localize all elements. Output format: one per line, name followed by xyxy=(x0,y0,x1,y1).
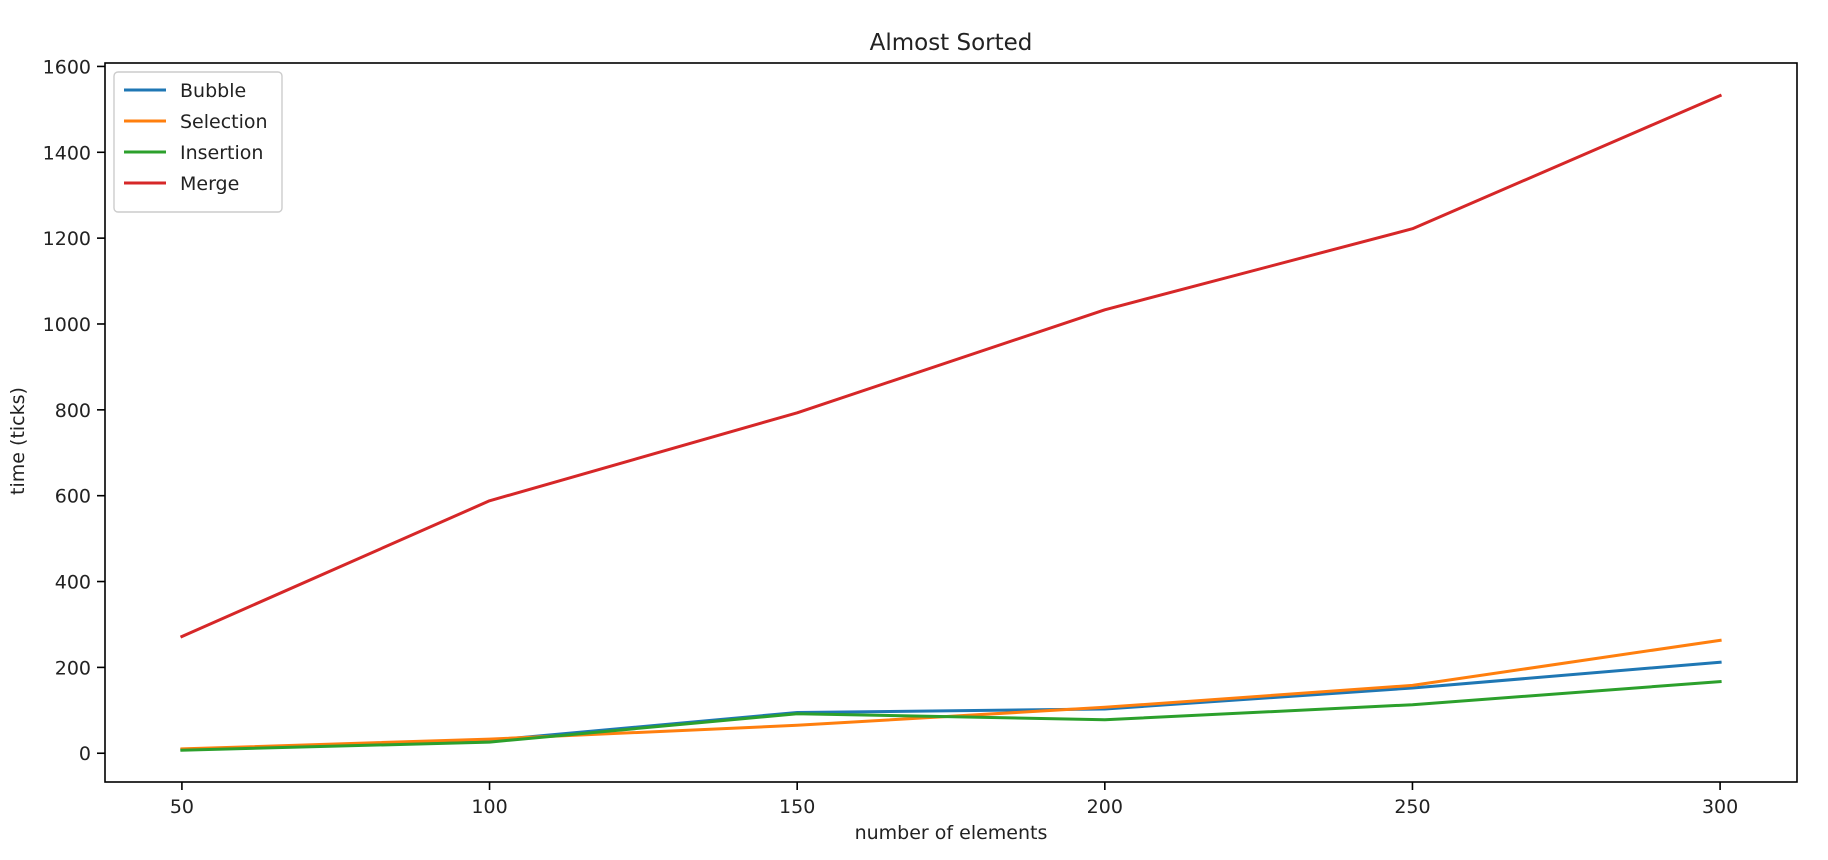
y-tick-label: 600 xyxy=(55,486,91,508)
chart-title: Almost Sorted xyxy=(870,30,1033,56)
x-tick-label: 150 xyxy=(779,796,815,818)
series-line-selection xyxy=(180,638,1722,751)
series-line-insertion xyxy=(180,679,1722,752)
y-tick-label: 1000 xyxy=(43,314,91,336)
legend-label-bubble: Bubble xyxy=(180,80,246,102)
legend: Bubble Selection Insertion Merge xyxy=(113,71,283,213)
x-tick-label: 250 xyxy=(1394,796,1430,818)
y-tick-label: 0 xyxy=(79,743,91,765)
x-tick-label: 200 xyxy=(1087,796,1123,818)
y-tick-label: 1600 xyxy=(43,56,91,78)
axes: 50 100 150 200 250 300 0 200 400 600 800 1000 1200 14… xyxy=(43,56,1798,818)
x-tick-label: 100 xyxy=(471,796,507,818)
legend-label-merge: Merge xyxy=(180,173,239,195)
y-tick-label: 200 xyxy=(55,657,91,679)
legend-box xyxy=(113,71,283,213)
y-tick-label: 400 xyxy=(55,572,91,594)
x-tick-label: 50 xyxy=(170,796,194,818)
legend-label-insertion: Insertion xyxy=(180,142,263,164)
series-line-merge xyxy=(179,93,1723,639)
x-axis-label: number of elements xyxy=(855,822,1048,844)
y-tick-label: 1400 xyxy=(43,142,91,164)
plot-area xyxy=(179,93,1723,752)
axes-frame xyxy=(104,62,1798,783)
y-axis-label: time (ticks) xyxy=(7,387,29,495)
y-tick-label: 1200 xyxy=(43,228,91,250)
x-tick-label: 300 xyxy=(1702,796,1738,818)
y-tick-label: 800 xyxy=(55,400,91,422)
legend-label-selection: Selection xyxy=(180,111,268,133)
